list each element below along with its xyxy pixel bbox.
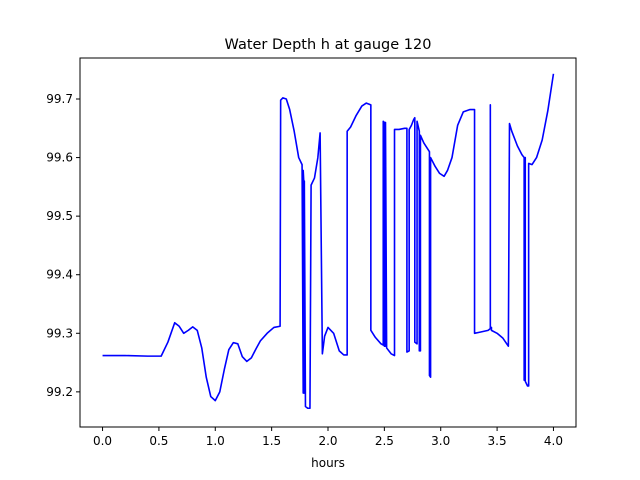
y-tick-label: 99.2 [46,385,73,399]
y-tick-label: 99.4 [46,268,73,282]
x-tick-label: 4.0 [544,434,563,448]
y-tick-label: 99.7 [46,92,73,106]
x-tick-label: 1.0 [206,434,225,448]
y-axis-ticks: 99.2 99.3 99.4 99.5 99.6 99.7 [46,92,80,399]
y-tick-label: 99.5 [46,209,73,223]
x-tick-label: 0.0 [93,434,112,448]
series-line-water-depth [102,73,555,410]
x-axis-label: hours [311,456,345,470]
y-tick-label: 99.6 [46,151,73,165]
chart-title: Water Depth h at gauge 120 [225,37,432,53]
x-tick-label: 2.5 [375,434,394,448]
x-axis-ticks: 0.0 0.5 1.0 1.5 2.0 2.5 3.0 3.5 4.0 [93,427,563,448]
x-tick-label: 0.5 [149,434,168,448]
y-tick-label: 99.3 [46,326,73,340]
x-tick-label: 3.5 [488,434,507,448]
plot-area [102,73,555,410]
x-tick-label: 2.0 [318,434,337,448]
x-tick-label: 1.5 [262,434,281,448]
x-tick-label: 3.0 [431,434,450,448]
